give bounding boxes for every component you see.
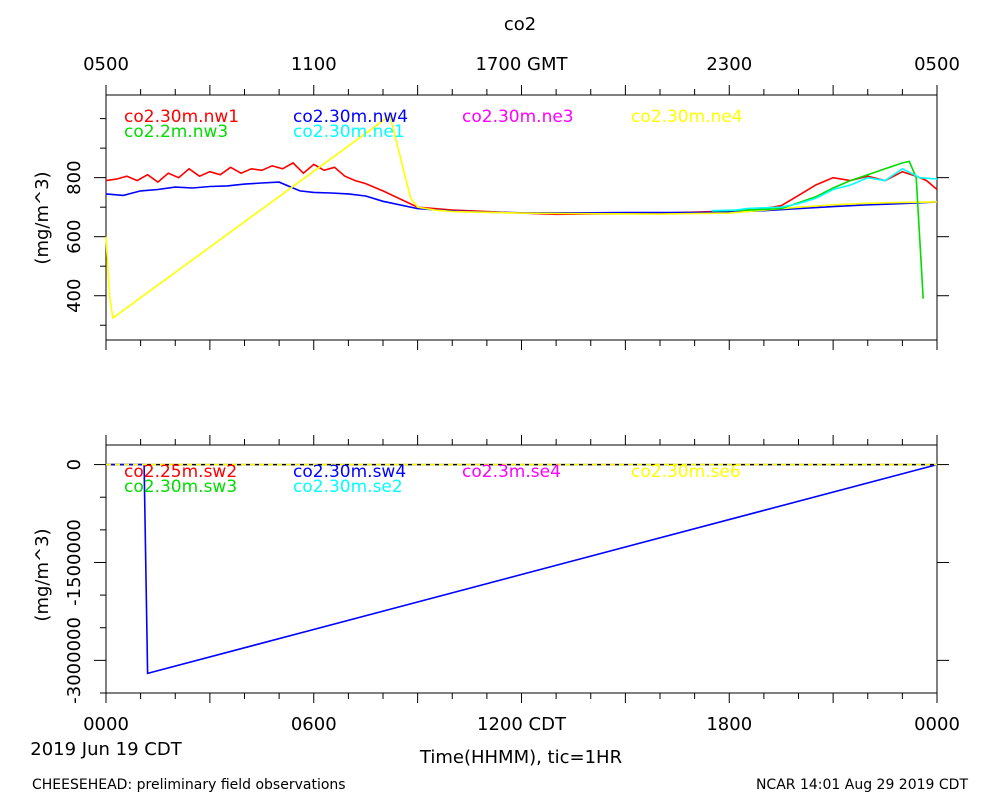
legend-item: co2.30m.nw1 (124, 107, 239, 127)
upper-plot-frame (105, 94, 938, 341)
legend-item: co2.30m.ne1 (293, 122, 405, 142)
upper-axis-ticks: 400 600 800 (64, 85, 949, 350)
legend-item: co2.30m.se2 (293, 477, 403, 497)
bottom-tick-label: 0600 (291, 714, 337, 735)
legend-item: co2.30m.sw3 (124, 477, 237, 497)
date-label: 2019 Jun 19 CDT (30, 739, 182, 760)
legend-item: co2.30m.sw4 (293, 462, 406, 482)
legend-item: co2.30m.se6 (631, 462, 741, 482)
upper-y-axis-label: (mg/m^3) (32, 171, 53, 264)
lower-series-group (106, 463, 938, 675)
y-tick-label: 0 (64, 459, 85, 470)
y-tick-label: 400 (64, 279, 85, 313)
top-tick-label: 0500 (83, 54, 129, 75)
series-co2.30m.ne4 (105, 114, 938, 320)
top-tick-label: 1100 (291, 54, 337, 75)
upper-legend: co2.30m.nw1 co2.30m.nw4 co2.30m.ne3 co2.30m… (124, 107, 743, 142)
y-tick-label: 600 (64, 220, 85, 254)
footer-left: CHEESEHEAD: preliminary field observatio… (32, 777, 346, 793)
legend-item: co2.3m.se4 (462, 462, 561, 482)
top-tick-label: 2300 (706, 54, 752, 75)
y-tick-label: 800 (64, 160, 85, 194)
top-axis-tick-labels: 0500 1100 1700 GMT 2300 0500 (83, 54, 960, 75)
bottom-tick-label: 1800 (706, 714, 752, 735)
y-tick-label: -1500000 (64, 519, 85, 606)
series-co2.2m.nw3 (711, 160, 924, 299)
top-tick-label: 0500 (914, 54, 960, 75)
legend-item: co2.25m.sw2 (124, 462, 237, 482)
bottom-axis-tick-labels: 0000 0600 1200 CDT 1800 0000 (83, 714, 960, 735)
footer-right: NCAR 14:01 Aug 29 2019 CDT (756, 777, 968, 793)
upper-series-group (105, 114, 938, 320)
legend-item: co2.2m.nw3 (124, 122, 228, 142)
y-tick-label: -3000000 (64, 617, 85, 704)
chart-title: co2 (504, 14, 536, 35)
legend-item: co2.30m.nw4 (293, 107, 408, 127)
lower-legend: co2.25m.sw2 co2.30m.sw4 co2.3m.se4 co2.30m.… (124, 462, 741, 497)
series-co2.30m.nw1 (105, 161, 938, 216)
bottom-tick-label: 0000 (914, 714, 960, 735)
series-co2.30m.ne1 (711, 167, 938, 212)
x-axis-label: Time(HHMM), tic=1HR (419, 747, 622, 768)
lower-panel: 0 -1500000 -3000000 co2.25m.sw2 co2.30m.sw4… (32, 435, 949, 704)
legend-item: co2.30m.ne3 (462, 107, 574, 127)
bottom-tick-label: 1200 CDT (477, 714, 567, 735)
top-tick-label: 1700 GMT (475, 54, 568, 75)
legend-item: co2.30m.ne4 (631, 107, 743, 127)
lower-y-axis-label: (mg/m^3) (32, 528, 53, 621)
bottom-tick-label: 0000 (83, 714, 129, 735)
